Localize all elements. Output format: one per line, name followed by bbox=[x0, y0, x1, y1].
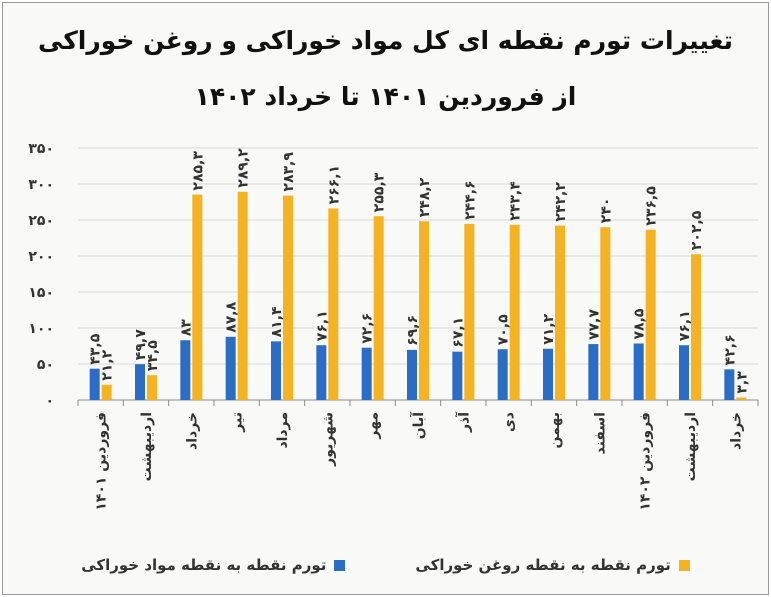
bar-oil bbox=[464, 223, 475, 400]
data-label-oil: ۲۴۲,۲ bbox=[553, 182, 569, 222]
data-label-food: ۸۱,۴ bbox=[269, 306, 285, 337]
bar-food bbox=[89, 368, 100, 400]
bar-food bbox=[543, 348, 553, 400]
y-tick-label: ۵۰ bbox=[37, 357, 54, 373]
bar-food bbox=[633, 343, 644, 400]
data-label-food: ۷۶,۱ bbox=[314, 310, 330, 341]
bar-food bbox=[361, 347, 372, 400]
legend: تورم نقطه به نقطه روغن خوراکی تورم نقطه … bbox=[0, 556, 771, 574]
data-label-food: ۷۱,۲ bbox=[541, 313, 557, 344]
data-label-oil: ۳,۳ bbox=[734, 371, 750, 394]
legend-swatch-oil bbox=[678, 559, 690, 571]
data-label-oil: ۳۴,۵ bbox=[145, 340, 161, 371]
data-label-oil: ۲۴۳,۴ bbox=[508, 181, 524, 221]
x-category-label: فروردین ۱۴۰۲ bbox=[638, 412, 654, 511]
legend-item-food: تورم نقطه به نقطه مواد خوراکی bbox=[81, 556, 346, 574]
y-tick-label: ۳۰۰ bbox=[28, 177, 54, 193]
data-label-food: ۴۳,۵ bbox=[88, 333, 104, 364]
data-label-food: ۷۰,۵ bbox=[496, 314, 512, 345]
bar-oil bbox=[373, 216, 384, 400]
data-label-oil: ۲۸۵,۳ bbox=[190, 151, 206, 191]
x-category-label: دی bbox=[502, 412, 518, 432]
bar-oil bbox=[283, 195, 293, 400]
y-tick-label: ۳۵۰ bbox=[28, 141, 54, 157]
legend-label-oil: تورم نقطه به نقطه روغن خوراکی bbox=[415, 556, 671, 574]
bar-oil bbox=[237, 191, 248, 400]
y-tick-label: ۲۵۰ bbox=[28, 213, 54, 229]
data-label-food: ۷۷,۷ bbox=[586, 309, 602, 340]
data-label-food: ۴۲,۶ bbox=[722, 334, 738, 365]
y-tick-label: ۰ bbox=[45, 393, 54, 409]
data-label-food: ۷۸,۵ bbox=[632, 308, 648, 339]
data-label-food: ۶۷,۱ bbox=[450, 317, 466, 348]
bar-oil bbox=[419, 221, 429, 400]
x-category-label: مرداد bbox=[275, 412, 291, 449]
data-label-food: ۷۲,۶ bbox=[360, 313, 376, 344]
data-label-food: ۴۹,۷ bbox=[133, 329, 149, 360]
x-category-label: آبان bbox=[409, 411, 427, 439]
x-category-label: اسفند bbox=[592, 412, 608, 454]
data-label-oil: ۲۸۹,۲ bbox=[236, 148, 252, 188]
bar-food bbox=[724, 369, 735, 400]
chart-title: تغییرات تورم نقطه ای کل مواد خوراکی و رو… bbox=[37, 26, 734, 55]
bar-food bbox=[225, 336, 236, 400]
data-label-oil: ۲۴۰ bbox=[598, 198, 614, 224]
y-tick-label: ۱۰۰ bbox=[28, 321, 54, 337]
x-category-label: خرداد bbox=[184, 412, 200, 450]
data-label-food: ۶۹,۶ bbox=[405, 315, 421, 346]
data-label-oil: ۲۶۶,۱ bbox=[326, 165, 342, 205]
x-category-label: مهر bbox=[366, 412, 382, 440]
bar-food bbox=[588, 344, 599, 400]
legend-label-food: تورم نقطه به نقطه مواد خوراکی bbox=[81, 556, 327, 574]
x-category-label: بهمن bbox=[547, 412, 563, 448]
bar-food bbox=[497, 349, 508, 400]
bar-oil bbox=[192, 194, 203, 400]
bar-food bbox=[407, 349, 417, 400]
x-category-label: شهریور bbox=[320, 412, 336, 467]
bar-oil bbox=[509, 224, 520, 400]
bar-food bbox=[679, 345, 689, 400]
bar-food bbox=[271, 341, 281, 400]
data-label-oil: ۲۴۴,۶ bbox=[462, 180, 478, 220]
legend-swatch-food bbox=[334, 559, 346, 571]
bar-food bbox=[452, 351, 463, 400]
x-category-label: خرداد bbox=[728, 412, 744, 450]
x-category-label: اردیبهشت bbox=[139, 412, 155, 481]
legend-item-oil: تورم نقطه به نقطه روغن خوراکی bbox=[415, 556, 690, 574]
bar-food bbox=[135, 364, 145, 400]
y-tick-label: ۲۰۰ bbox=[28, 249, 54, 265]
bar-oil bbox=[328, 208, 339, 400]
data-label-oil: ۲۰۲,۵ bbox=[689, 210, 705, 250]
bar-food bbox=[180, 340, 191, 400]
bar-oil bbox=[736, 397, 747, 400]
data-label-food: ۷۶,۱ bbox=[677, 310, 693, 341]
data-label-oil: ۲۸۳,۹ bbox=[281, 152, 297, 192]
bar-oil bbox=[101, 384, 112, 400]
data-label-food: ۸۳ bbox=[178, 319, 194, 337]
y-tick-label: ۱۵۰ bbox=[28, 285, 54, 301]
bar-oil bbox=[691, 254, 701, 400]
bar-oil bbox=[600, 227, 611, 400]
chart-subtitle: از فروردین ۱۴۰۱ تا خرداد ۱۴۰۲ bbox=[194, 82, 577, 111]
x-category-label: تیر bbox=[230, 412, 246, 433]
bar-food bbox=[316, 345, 327, 400]
bar-oil bbox=[147, 375, 157, 400]
data-label-oil: ۲۴۸,۲ bbox=[417, 177, 433, 217]
x-category-label: فروردین ۱۴۰۱ bbox=[94, 412, 110, 511]
data-label-oil: ۲۵۵,۳ bbox=[372, 172, 388, 212]
data-label-food: ۸۷,۸ bbox=[224, 301, 240, 332]
x-category-label: اردیبهشت bbox=[683, 412, 699, 481]
bar-oil bbox=[555, 225, 565, 400]
x-category-label: آذر bbox=[454, 411, 472, 433]
data-label-oil: ۲۱,۲ bbox=[100, 349, 116, 380]
bar-oil bbox=[645, 229, 656, 400]
data-label-oil: ۲۳۶,۵ bbox=[644, 186, 660, 226]
